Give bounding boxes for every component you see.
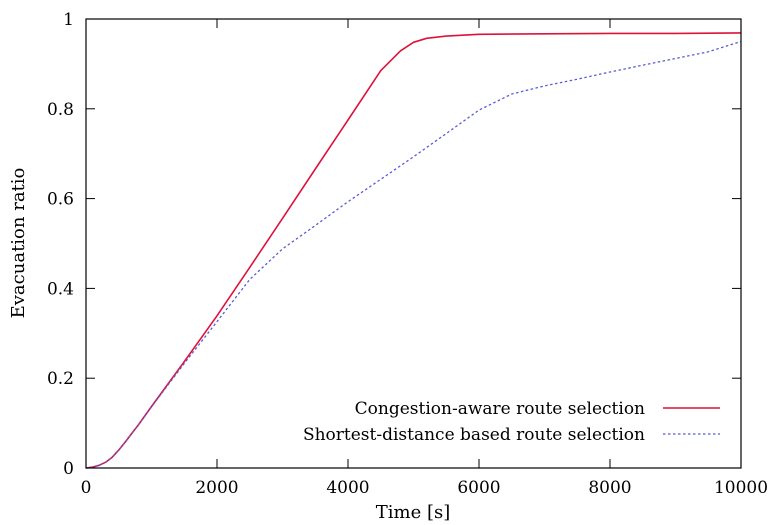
legend-label-2: Shortest-distance based route selection [303,425,645,445]
x-tick-label: 10000 [714,478,768,498]
ticks-layer [85,18,742,469]
series-layer [85,32,742,469]
x-tick-label: 8000 [588,478,631,498]
x-axis-label: Time [s] [376,502,451,523]
labels-layer: 0 2000 4000 6000 8000 10000 0 0.2 0.4 0.6 0.8 1 [47,10,768,498]
y-axis-label: Evacuation ratio [8,168,29,319]
y-tick-label: 0.8 [47,100,74,120]
legend: Congestion-aware route selection Shortest… [303,399,720,445]
y-tick-label: 0.6 [47,190,74,210]
y-tick-label: 0.4 [47,279,74,299]
x-tick-label: 6000 [457,478,500,498]
y-tick-label: 0.2 [47,369,74,389]
legend-label-1: Congestion-aware route selection [355,399,645,419]
x-tick-label: 4000 [326,478,369,498]
x-tick-label: 2000 [195,478,238,498]
plot-frame [85,18,742,469]
y-tick-label: 1 [63,10,74,30]
y-tick-label: 0 [63,459,74,479]
x-tick-label: 0 [81,478,92,498]
